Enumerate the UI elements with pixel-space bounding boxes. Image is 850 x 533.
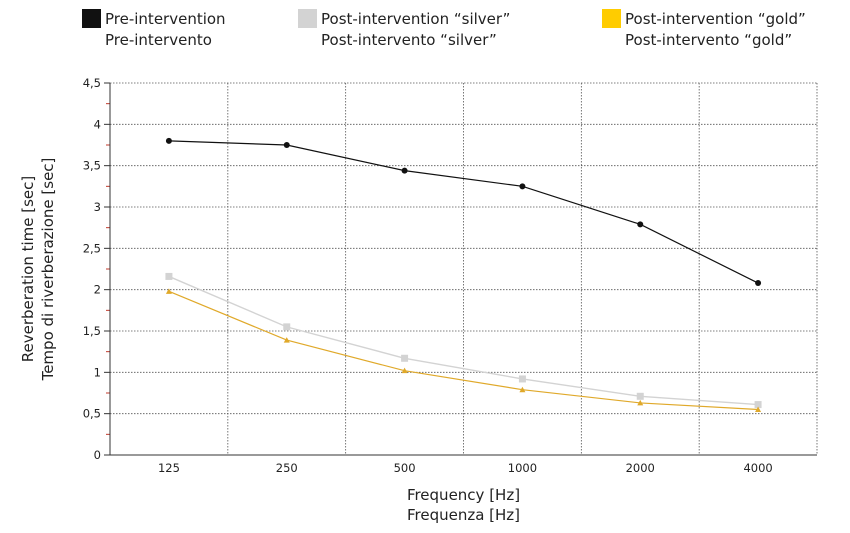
data-point [754, 401, 762, 409]
x-tick-label: 2000 [626, 461, 655, 475]
y-tick-label: 4 [94, 117, 101, 131]
data-point [165, 288, 172, 294]
y-tick-label: 1,5 [83, 324, 101, 338]
legend-swatch [298, 9, 317, 28]
y-tick-label: 0 [94, 448, 101, 462]
legend-label: Post-intervento “silver” [321, 31, 497, 49]
data-point [637, 221, 644, 228]
axis-labels: 0 0,5 1 1,5 2 2,5 3 3,5 4 4,5 125 250 500 1000 2000 400… [19, 76, 773, 524]
data-point [636, 392, 644, 400]
x-tick-label: 250 [276, 461, 298, 475]
data-point [283, 337, 290, 343]
data-point [755, 280, 762, 287]
legend-swatch [602, 9, 621, 28]
data-point [401, 167, 408, 174]
data-point [165, 272, 173, 280]
y-tick-label: 3,5 [83, 159, 101, 173]
data-point [518, 375, 526, 383]
y-axis-title: Reverberation time [sec] [19, 176, 37, 363]
data-point [519, 183, 526, 190]
y-tick-label: 0,5 [83, 407, 101, 421]
series-group [165, 137, 762, 413]
data-point [165, 137, 172, 144]
legend-label: Pre-intervention [105, 10, 226, 28]
data-point [401, 367, 408, 374]
series-line [168, 275, 759, 406]
x-axis-title: Frequency [Hz] [407, 486, 520, 504]
y-tick-label: 2,5 [83, 241, 101, 255]
data-point [283, 142, 290, 148]
y-tick-label: 3 [94, 200, 101, 214]
legend-label: Post-intervention “gold” [625, 10, 806, 28]
x-tick-label: 125 [158, 461, 180, 475]
legend-swatch [82, 9, 101, 28]
grid [110, 82, 818, 455]
data-point [755, 406, 762, 413]
legend-label: Pre-intervento [105, 31, 212, 49]
legend-label: Post-intervention “silver” [321, 10, 510, 28]
legend-label: Post-intervento “gold” [625, 31, 792, 49]
series-line [168, 140, 759, 284]
data-point [283, 323, 291, 331]
x-tick-label: 4000 [743, 461, 772, 475]
y-tick-label: 1 [94, 365, 101, 379]
x-axis-title: Frequenza [Hz] [407, 506, 520, 524]
y-axis-title: Tempo di riverberazione [sec] [39, 158, 57, 382]
x-tick-label: 1000 [508, 461, 537, 475]
y-tick-label: 2 [94, 283, 101, 297]
y-tick-label: 4,5 [83, 76, 101, 90]
data-point [401, 354, 409, 362]
data-point [519, 386, 526, 393]
data-point [637, 399, 644, 406]
axes [104, 82, 817, 456]
series-line [168, 290, 759, 411]
legend: Pre-intervention Pre-intervento Post-inter… [82, 9, 806, 49]
x-tick-label: 500 [394, 461, 416, 475]
